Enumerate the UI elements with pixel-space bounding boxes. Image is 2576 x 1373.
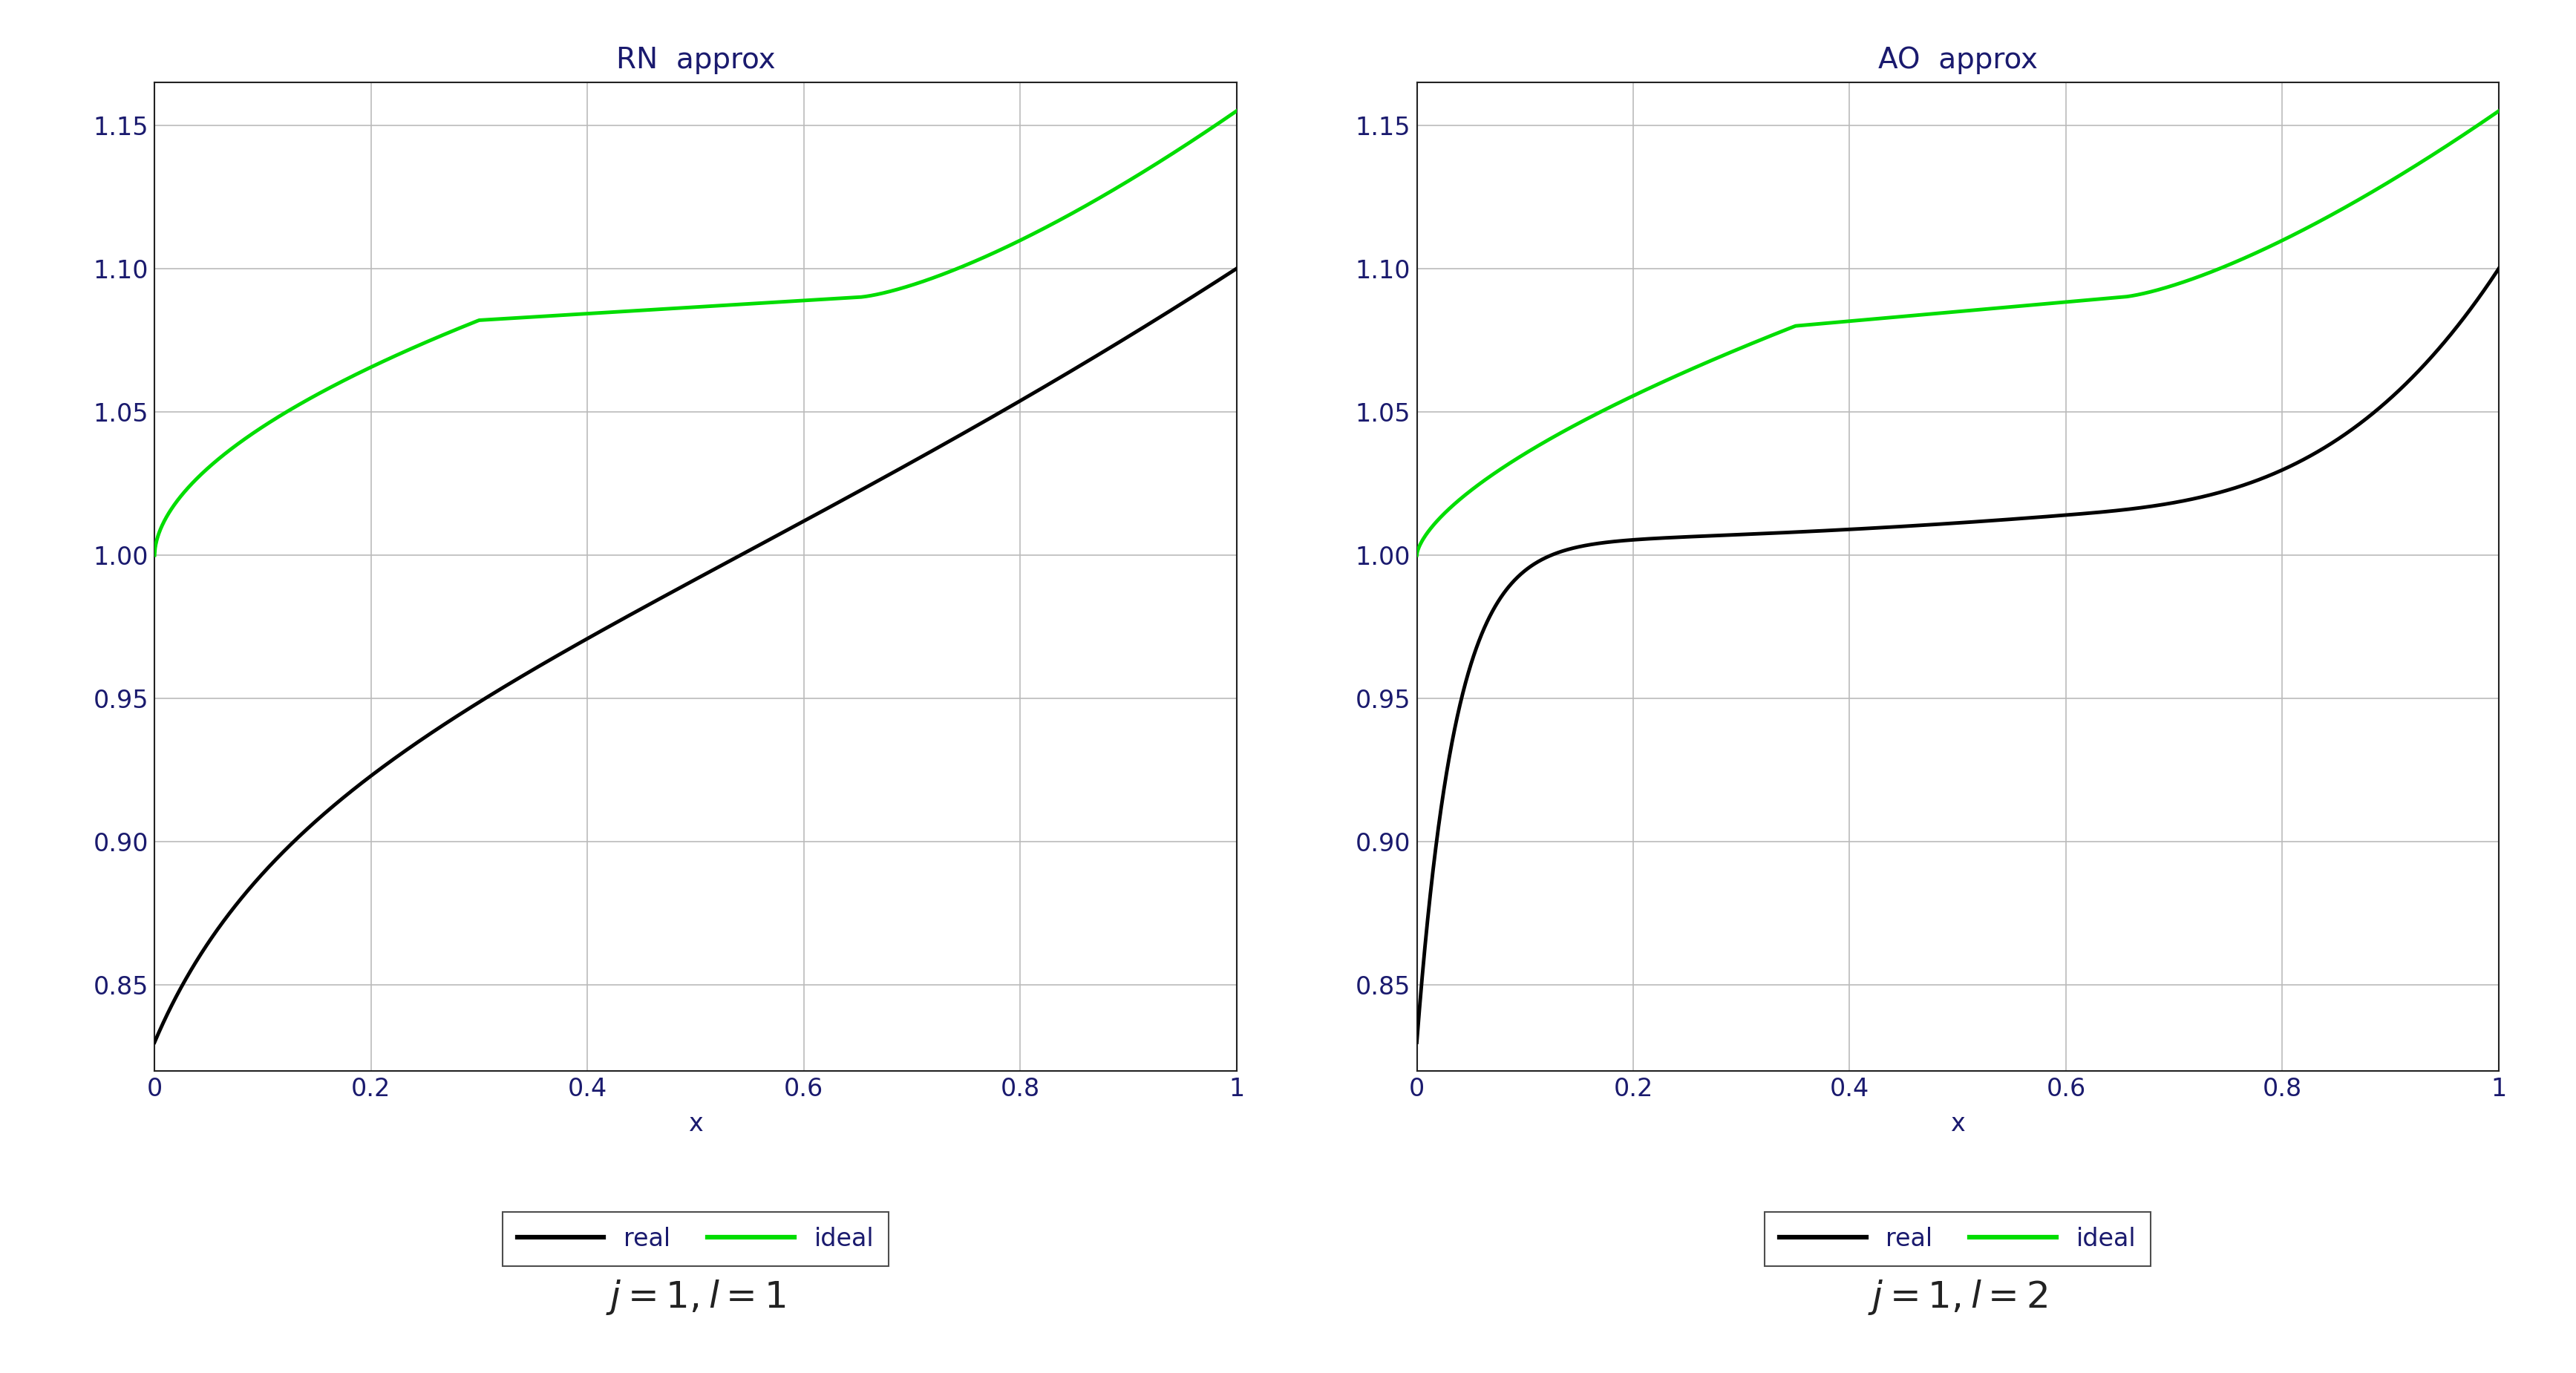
X-axis label: x: x bbox=[688, 1112, 703, 1137]
Title: AO  approx: AO approx bbox=[1878, 45, 2038, 74]
Text: $j = 1, l = 1$: $j = 1, l = 1$ bbox=[605, 1278, 786, 1317]
Legend: real, ideal: real, ideal bbox=[502, 1212, 889, 1266]
Text: $j = 1, l = 2$: $j = 1, l = 2$ bbox=[1868, 1278, 2048, 1317]
Legend: real, ideal: real, ideal bbox=[1765, 1212, 2151, 1266]
X-axis label: x: x bbox=[1950, 1112, 1965, 1137]
Title: RN  approx: RN approx bbox=[616, 45, 775, 74]
